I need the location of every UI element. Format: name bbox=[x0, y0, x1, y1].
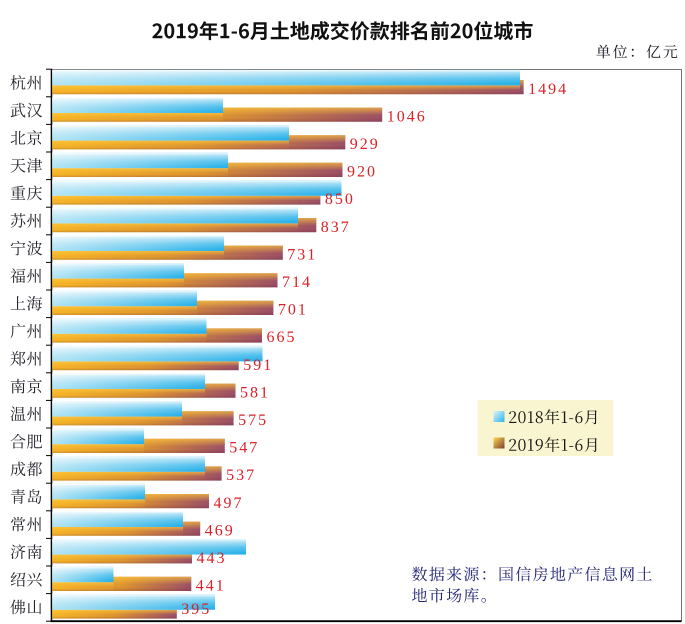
svg-text:395: 395 bbox=[181, 601, 211, 618]
svg-text:1046: 1046 bbox=[387, 108, 427, 125]
svg-text:469: 469 bbox=[205, 522, 235, 539]
svg-text:591: 591 bbox=[243, 357, 273, 374]
svg-text:850: 850 bbox=[325, 191, 355, 208]
svg-text:537: 537 bbox=[226, 467, 256, 484]
svg-text:731: 731 bbox=[287, 246, 317, 263]
svg-text:443: 443 bbox=[197, 550, 227, 567]
svg-text:497: 497 bbox=[214, 495, 244, 512]
svg-text:441: 441 bbox=[196, 578, 226, 595]
svg-text:929: 929 bbox=[350, 136, 380, 153]
svg-text:837: 837 bbox=[321, 219, 351, 236]
svg-text:701: 701 bbox=[278, 302, 308, 319]
svg-text:581: 581 bbox=[240, 384, 270, 401]
svg-text:665: 665 bbox=[267, 329, 297, 346]
svg-text:1494: 1494 bbox=[528, 81, 568, 98]
svg-text:714: 714 bbox=[282, 274, 312, 291]
svg-text:920: 920 bbox=[347, 164, 377, 181]
svg-text:575: 575 bbox=[238, 412, 268, 429]
svg-text:547: 547 bbox=[229, 440, 259, 457]
